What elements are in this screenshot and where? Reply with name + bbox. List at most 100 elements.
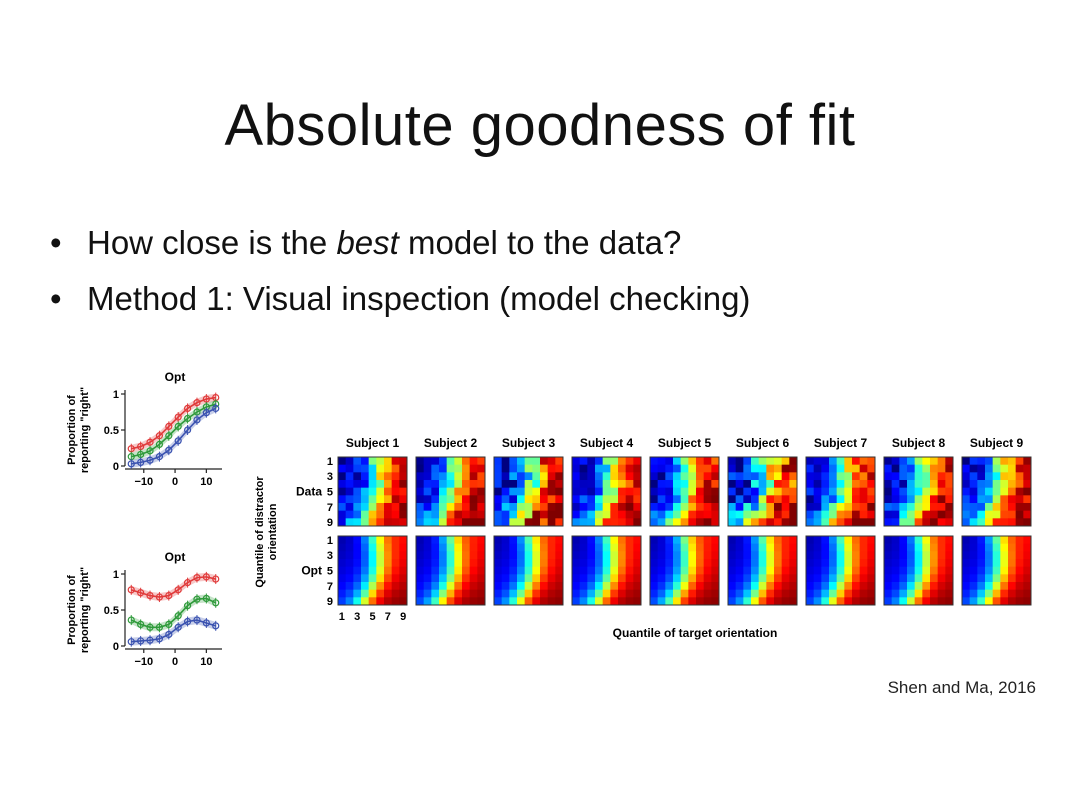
heatmap-cell <box>758 457 767 466</box>
heatmap-cell <box>703 495 712 504</box>
heatmap-cell <box>836 559 845 568</box>
data-point <box>165 422 173 431</box>
heatmap-cell <box>688 589 697 598</box>
heatmap-cell <box>680 551 689 560</box>
heatmap-cell <box>992 503 1001 512</box>
heatmap-cell <box>899 503 908 512</box>
heatmap-cell <box>431 574 440 583</box>
heatmap-cell <box>735 543 744 552</box>
heatmap-cell <box>416 597 425 606</box>
heatmap-cell <box>789 597 798 606</box>
heatmap-cell <box>338 574 347 583</box>
heatmap-cell <box>439 487 448 496</box>
heatmap-cell <box>555 472 564 481</box>
heatmap-cell <box>423 480 432 489</box>
heatmap-cell <box>555 503 564 512</box>
heatmap-cell <box>353 582 362 591</box>
heatmap-cell <box>477 566 486 575</box>
x-tick-label: 9 <box>400 611 406 623</box>
y-tick-label: 9 <box>327 596 333 608</box>
heatmap-cell <box>361 503 370 512</box>
heatmap-cell <box>1015 582 1024 591</box>
model-band <box>131 594 216 632</box>
heatmap-cell <box>665 543 674 552</box>
heatmap-cell <box>462 495 471 504</box>
heatmap-cell <box>509 510 518 519</box>
heatmap-cell <box>391 464 400 473</box>
heatmap-cell <box>650 566 659 575</box>
heatmap-cell <box>992 472 1001 481</box>
data-point <box>137 589 145 597</box>
heatmap-opt-subject-8 <box>883 535 954 606</box>
heatmap-cell <box>361 559 370 568</box>
heatmap-cell <box>758 487 767 496</box>
heatmap-cell <box>922 510 931 519</box>
heatmap-cell <box>625 589 634 598</box>
heatmap-cell <box>391 472 400 481</box>
heatmap-cell <box>353 518 362 527</box>
heatmap-cell <box>781 543 790 552</box>
panel-frame <box>961 535 1032 606</box>
data-point <box>155 623 164 631</box>
heatmap-cell <box>735 574 744 583</box>
heatmap-cell <box>423 518 432 527</box>
heatmap-cell <box>781 457 790 466</box>
heatmap-cell <box>555 597 564 606</box>
heatmap-cell <box>781 487 790 496</box>
heatmap-cell <box>469 559 478 568</box>
heatmap-cell <box>547 566 556 575</box>
heatmap-cell <box>992 543 1001 552</box>
plot-ylabel: Proportion ofreporting "right" <box>66 387 91 473</box>
heatmap-cell <box>384 574 393 583</box>
heatmap-cell <box>618 510 627 519</box>
heatmap-cell <box>859 487 868 496</box>
data-point <box>202 409 210 417</box>
heatmap-cell <box>711 510 720 519</box>
heatmap-cell <box>665 487 674 496</box>
heatmap-cell <box>789 472 798 481</box>
heatmap-cell <box>914 510 923 519</box>
heatmap-cell <box>969 495 978 504</box>
heatmap-cell <box>891 551 900 560</box>
heatmap-cell <box>945 559 954 568</box>
heatmap-cell <box>899 480 908 489</box>
data-point <box>165 630 173 639</box>
heatmap-cell <box>345 510 354 519</box>
heatmap-cell <box>758 503 767 512</box>
heatmap-cell <box>353 472 362 481</box>
heatmap-cell <box>517 457 526 466</box>
heatmap-cell <box>338 487 347 496</box>
heatmap-cell <box>657 472 666 481</box>
heatmap-cell <box>884 495 893 504</box>
heatmap-cell <box>657 543 666 552</box>
subject-title-2: Subject 2 <box>424 436 478 450</box>
data-point <box>183 426 192 434</box>
heatmap-cell <box>532 495 541 504</box>
heatmap-cell <box>688 472 697 481</box>
heatmap-cell <box>338 510 347 519</box>
heatmap-cell <box>735 495 744 504</box>
heatmap-cell <box>728 566 737 575</box>
heatmap-cell <box>829 464 838 473</box>
heatmap-cell <box>633 472 642 481</box>
heatmap-cell <box>462 582 471 591</box>
heatmap-cell <box>618 597 627 606</box>
heatmap-cell <box>579 589 588 598</box>
heatmap-cell <box>751 487 760 496</box>
heatmap-cell <box>462 457 471 466</box>
heatmap-cell <box>688 574 697 583</box>
heatmap-cell <box>399 457 408 466</box>
heatmap-cell <box>439 536 448 545</box>
heatmap-cell <box>985 472 994 481</box>
heatmap-cell <box>633 597 642 606</box>
heatmap-cell <box>368 551 377 560</box>
heatmap-cell <box>610 559 619 568</box>
heatmap-cell <box>650 574 659 583</box>
heatmap-cell <box>579 518 588 527</box>
heatmap-cell <box>992 536 1001 545</box>
heatmap-cell <box>907 495 916 504</box>
heatmap-cell <box>625 574 634 583</box>
panel-frame <box>415 456 486 527</box>
heatmap-cell <box>1015 589 1024 598</box>
heatmap-cell <box>602 582 611 591</box>
